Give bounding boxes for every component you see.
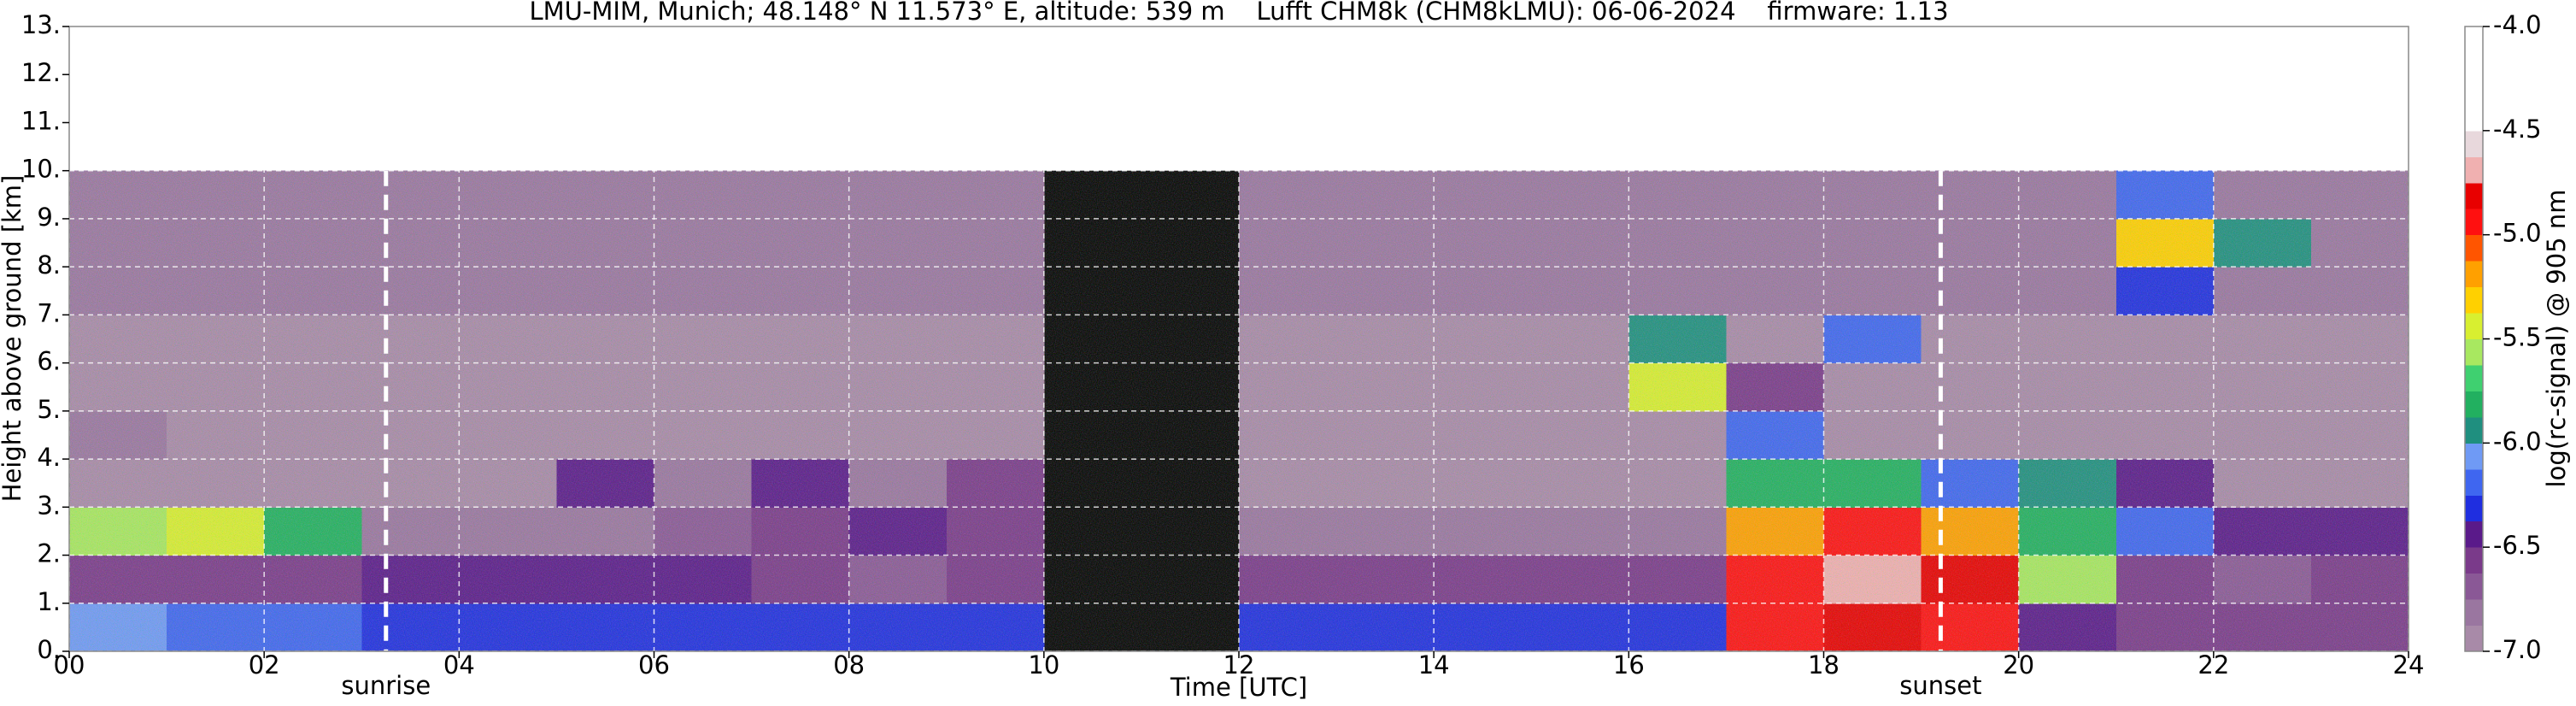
x-tick-label: 08 <box>833 650 865 680</box>
colorbar-tick-label: -6.5 <box>2493 531 2542 560</box>
chart-title: LMU-MIM, Munich; 48.148° N 11.573° E, al… <box>529 0 1948 26</box>
colorbar-tick-label: -4.5 <box>2493 115 2542 144</box>
y-tick-label: 4. <box>37 443 61 472</box>
y-tick-label: 11. <box>21 106 61 135</box>
colorbar-segment <box>2465 52 2483 79</box>
x-axis-label: Time [UTC] <box>1170 673 1307 702</box>
annotation-label: sunrise <box>341 671 431 700</box>
y-tick-label: 1. <box>37 587 61 616</box>
colorbar-segment <box>2465 468 2483 496</box>
x-tick-label: 20 <box>2003 650 2034 680</box>
colorbar-segment <box>2465 313 2483 339</box>
colorbar-segment <box>2465 130 2483 157</box>
y-tick-label: 8. <box>37 250 61 279</box>
colorbar-segment <box>2465 261 2483 288</box>
x-tick-label: 02 <box>249 650 280 680</box>
y-tick-label: 0. <box>37 635 61 664</box>
y-tick-label: 12. <box>21 58 61 87</box>
colorbar-segment <box>2465 26 2483 53</box>
colorbar-segment <box>2465 521 2483 548</box>
y-tick-label: 7. <box>37 298 61 327</box>
x-tick-label: 16 <box>1613 650 1645 680</box>
y-tick-label: 10. <box>21 155 61 184</box>
colorbar-segment <box>2465 338 2483 366</box>
x-tick-label: 14 <box>1418 650 1450 680</box>
y-tick-label: 6. <box>37 347 61 376</box>
colorbar-segment <box>2465 599 2483 627</box>
y-tick-label: 2. <box>37 539 61 568</box>
y-tick-label: 3. <box>37 491 61 520</box>
colorbar-segment <box>2465 104 2483 132</box>
colorbar-segment <box>2465 286 2483 314</box>
colorbar-segment <box>2465 416 2483 444</box>
y-tick-label: 13. <box>21 10 61 39</box>
colorbar-segment <box>2465 391 2483 418</box>
colorbar-segment <box>2465 78 2483 105</box>
x-tick-label: 24 <box>2393 650 2425 680</box>
x-tick-label: 22 <box>2198 650 2229 680</box>
colorbar-segment <box>2465 364 2483 391</box>
colorbar-label: log(rc-signal) @ 905 nm <box>2542 190 2571 488</box>
x-tick-label: 12 <box>1223 650 1255 680</box>
x-tick-label: 00 <box>54 650 85 680</box>
colorbar-segment <box>2465 625 2483 652</box>
colorbar-tick-label: -6.0 <box>2493 427 2542 456</box>
annotation-label: sunset <box>1899 671 1981 700</box>
colorbar-segment <box>2465 234 2483 262</box>
colorbar-tick-label: -5.5 <box>2493 323 2542 352</box>
y-tick-label: 9. <box>37 203 61 232</box>
colorbar-segment <box>2465 443 2483 470</box>
colorbar-segment <box>2465 547 2483 574</box>
colorbar-segment <box>2465 209 2483 236</box>
colorbar-segment <box>2465 182 2483 209</box>
x-tick-label: 10 <box>1028 650 1059 680</box>
colorbar-tick-label: -5.0 <box>2493 219 2542 248</box>
x-tick-label: 18 <box>1808 650 1840 680</box>
colorbar-segment <box>2465 495 2483 522</box>
colorbar-tick-label: -7.0 <box>2493 635 2542 664</box>
colorbar-tick-label: -4.0 <box>2493 10 2542 39</box>
x-tick-label: 06 <box>638 650 670 680</box>
colorbar-segment <box>2465 156 2483 184</box>
colorbar-segment <box>2465 573 2483 600</box>
y-axis-label: Height above ground [km] <box>0 175 26 503</box>
y-tick-label: 5. <box>37 395 61 424</box>
x-tick-label: 04 <box>443 650 475 680</box>
